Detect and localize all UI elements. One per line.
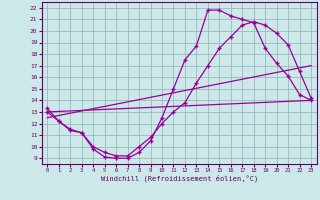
X-axis label: Windchill (Refroidissement éolien,°C): Windchill (Refroidissement éolien,°C) <box>100 175 258 182</box>
